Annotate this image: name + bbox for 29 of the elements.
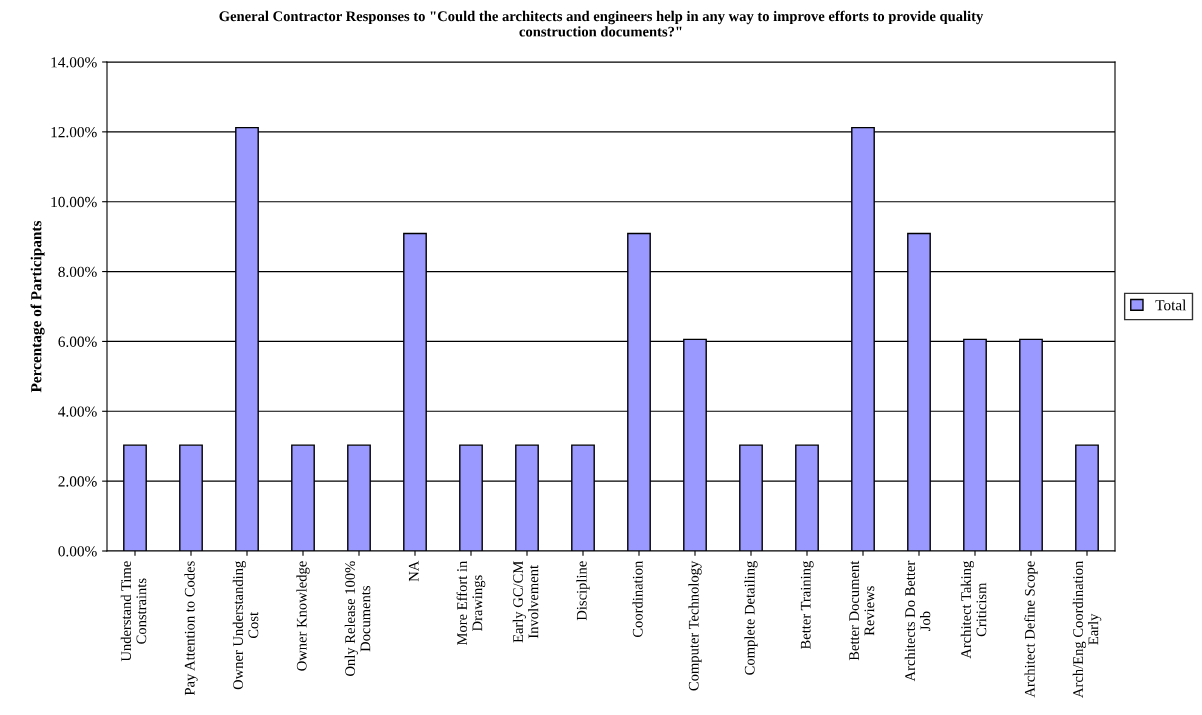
x-tick-label: Early GC/CM Involvement bbox=[512, 561, 539, 643]
x-tick-label: Architect Taking Criticism bbox=[960, 561, 987, 659]
legend-label: Total bbox=[1155, 299, 1187, 311]
x-tick-label: Computer Technology bbox=[688, 560, 702, 691]
x-tick-label: NA bbox=[408, 560, 419, 582]
x-tick-label: Coordination bbox=[632, 560, 643, 638]
x-tick-label: Pay Attention to Codes bbox=[184, 561, 198, 696]
y-tick-label: 4.00% bbox=[58, 406, 97, 417]
chart-title: General Contractor Responses to "Could the architects and engineers help in any way to improve efforts to provide quality construction documents?" bbox=[219, 10, 984, 37]
y-axis-title: Percentage of Participants bbox=[30, 220, 45, 393]
x-tick-label: Owner Knowledge bbox=[296, 561, 310, 671]
x-tick-label: Architect Define Scope bbox=[1024, 561, 1038, 698]
x-tick-label: Architects Do Better Job bbox=[904, 560, 931, 682]
x-tick-label: Arch/Eng Coordination Early bbox=[1072, 560, 1102, 698]
x-tick-label: More Effort in Drawings bbox=[456, 560, 486, 646]
x-tick-label: Complete Detailing bbox=[744, 561, 758, 675]
y-tick-label: 10.00% bbox=[51, 196, 97, 208]
y-tick-label: 14.00% bbox=[51, 57, 97, 68]
x-tick-label: Better Training bbox=[800, 561, 814, 650]
x-tick-label: Only Release 100% Documents bbox=[344, 561, 371, 676]
y-tick-label: 8.00% bbox=[58, 266, 97, 278]
y-tick-label: 12.00% bbox=[51, 127, 97, 138]
x-tick-label: Discipline bbox=[576, 561, 590, 621]
x-tick-label: Owner Understanding Cost bbox=[232, 561, 259, 690]
y-tick-label: 6.00% bbox=[58, 336, 97, 347]
x-tick-label: Understand Time Constraints bbox=[120, 561, 147, 662]
y-tick-label: 0.00% bbox=[58, 546, 97, 557]
y-tick-label: 2.00% bbox=[58, 476, 97, 487]
x-tick-label: Better Document Reviews bbox=[849, 560, 875, 661]
